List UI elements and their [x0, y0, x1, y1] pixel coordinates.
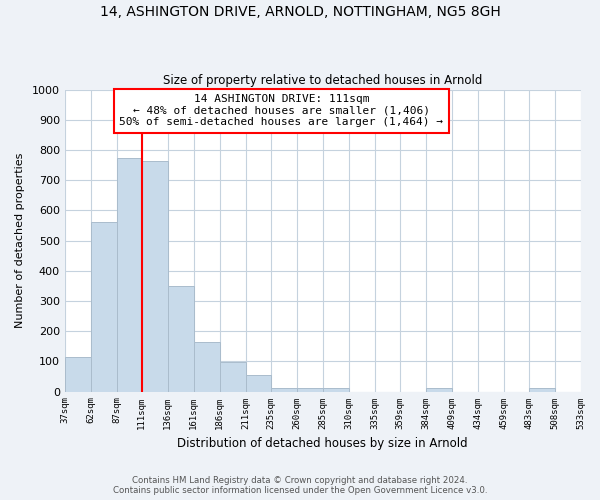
X-axis label: Distribution of detached houses by size in Arnold: Distribution of detached houses by size … — [178, 437, 468, 450]
Bar — [529, 388, 554, 392]
Bar — [194, 342, 220, 392]
Title: Size of property relative to detached houses in Arnold: Size of property relative to detached ho… — [163, 74, 482, 87]
Bar — [271, 388, 296, 392]
Y-axis label: Number of detached properties: Number of detached properties — [15, 153, 25, 328]
Bar — [323, 388, 349, 392]
Bar — [425, 388, 452, 392]
Text: Contains HM Land Registry data © Crown copyright and database right 2024.
Contai: Contains HM Land Registry data © Crown c… — [113, 476, 487, 495]
Bar — [246, 375, 271, 392]
Bar — [142, 160, 168, 392]
Text: 14 ASHINGTON DRIVE: 111sqm
← 48% of detached houses are smaller (1,406)
50% of s: 14 ASHINGTON DRIVE: 111sqm ← 48% of deta… — [119, 94, 443, 128]
Bar — [168, 286, 194, 392]
Bar — [65, 357, 91, 392]
Text: 14, ASHINGTON DRIVE, ARNOLD, NOTTINGHAM, NG5 8GH: 14, ASHINGTON DRIVE, ARNOLD, NOTTINGHAM,… — [100, 5, 500, 19]
Bar — [117, 158, 142, 392]
Bar — [91, 222, 117, 392]
Bar — [220, 362, 246, 392]
Bar — [296, 388, 323, 392]
